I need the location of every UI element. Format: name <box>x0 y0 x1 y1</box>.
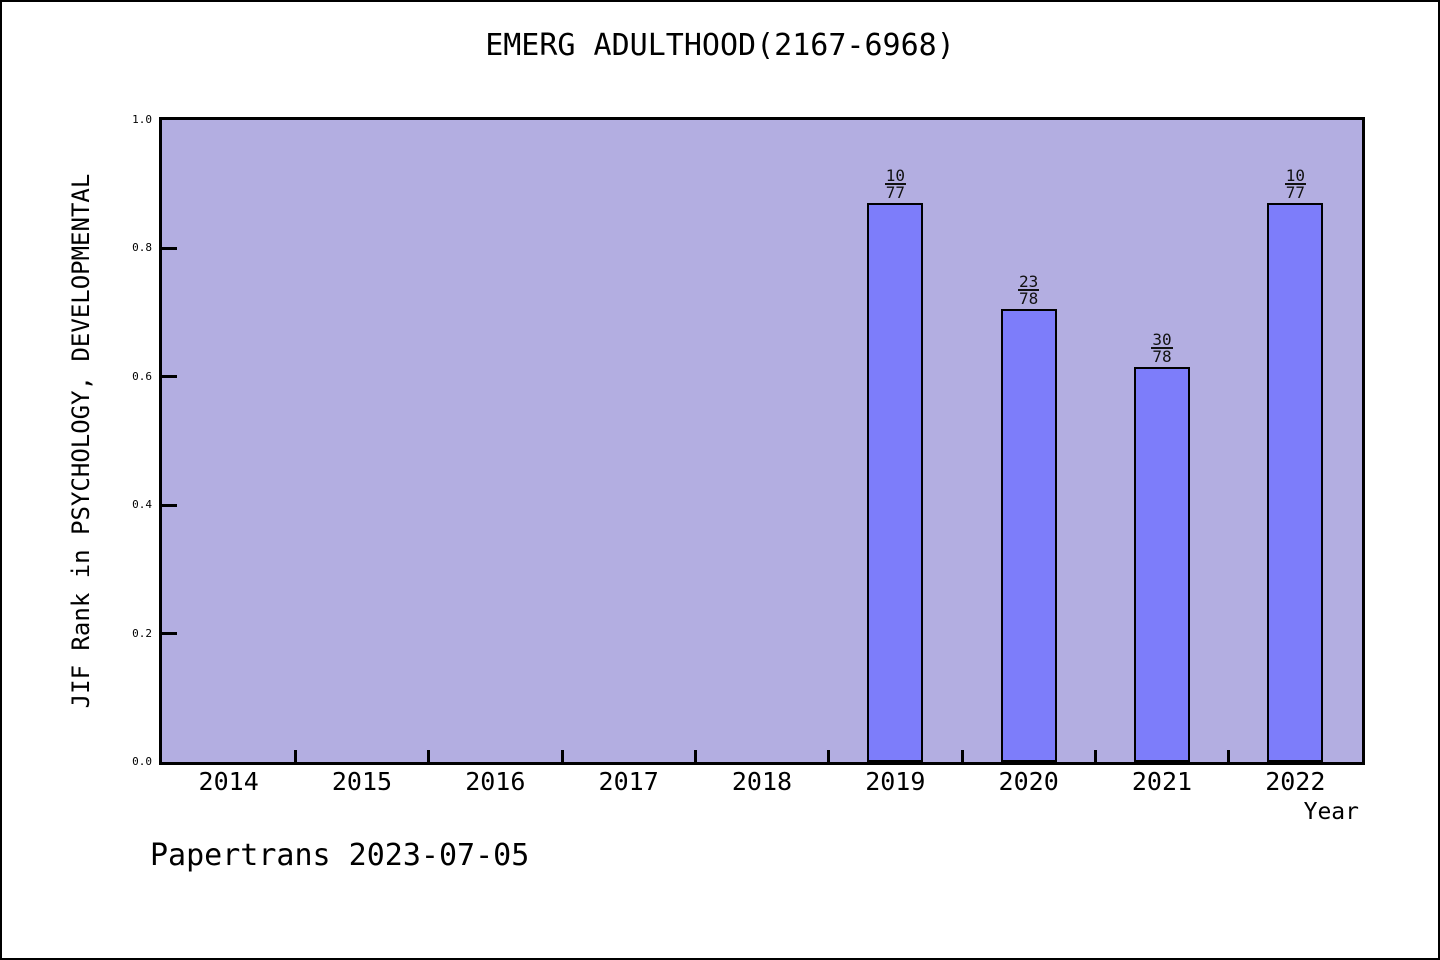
x-tick-label: 2014 <box>198 767 259 796</box>
footer-watermark: Papertrans 2023-07-05 <box>150 838 530 873</box>
bar-2020 <box>1000 309 1057 762</box>
bar-label-denominator: 77 <box>885 183 905 203</box>
x-tick-mark <box>693 750 697 762</box>
x-tick-mark <box>1227 750 1231 762</box>
y-tick-label: 0.8 <box>132 241 152 255</box>
bar-label-denominator: 78 <box>1152 346 1172 366</box>
bar-value-label-2021: 30 78 <box>1122 329 1202 366</box>
bar-label-denominator: 77 <box>1285 183 1305 203</box>
bar-value-label-2020: 23 78 <box>989 272 1069 309</box>
x-tick-label: 2016 <box>465 767 526 796</box>
x-tick-mark <box>560 750 564 762</box>
x-tick-label: 2021 <box>1131 767 1193 796</box>
chart-title: EMERG ADULTHOOD(2167-6968) <box>485 28 955 63</box>
x-tick-mark <box>827 750 831 762</box>
bar-2019 <box>867 203 924 762</box>
bar-2021 <box>1134 366 1190 762</box>
bar-value-label-2022: 10 77 <box>1255 166 1335 203</box>
bar-value-label-2019: 10 77 <box>855 166 935 203</box>
bar-label-numerator: 10 <box>1284 166 1306 186</box>
y-tick-label: 0.0 <box>132 755 152 768</box>
x-tick-label: 2017 <box>598 767 659 796</box>
y-tick-label: 0.6 <box>132 369 152 383</box>
x-tick-mark <box>427 750 431 762</box>
y-axis-label: JIF Rank in PSYCHOLOGY, DEVELOPMENTAL <box>67 173 95 709</box>
y-tick-mark <box>162 632 177 636</box>
bar-label-numerator: 30 <box>1151 329 1173 349</box>
x-tick-mark <box>293 750 297 762</box>
y-tick-mark <box>162 375 177 379</box>
x-tick-mark <box>1093 750 1097 762</box>
bar-label-numerator: 10 <box>884 166 906 186</box>
bar-label-denominator: 78 <box>1019 289 1039 309</box>
bar-2022 <box>1267 203 1324 762</box>
plot-area: 0.0 0.2 0.4 0.6 0.8 1.0 2014 2015 2016 2017 2018 20… <box>132 114 1365 796</box>
x-axis-label: Year <box>1303 799 1359 825</box>
y-tick-mark <box>162 503 177 507</box>
y-tick-label: 1.0 <box>132 113 152 126</box>
y-tick-label: 0.4 <box>132 498 152 512</box>
bar-label-numerator: 23 <box>1018 272 1040 292</box>
x-tick-label: 2022 <box>1265 767 1326 796</box>
x-tick-label: 2019 <box>865 767 926 796</box>
y-tick-label: 0.2 <box>132 626 152 640</box>
x-tick-label: 2018 <box>731 767 793 796</box>
x-tick-mark <box>960 750 964 762</box>
x-tick-label: 2015 <box>331 767 393 796</box>
x-tick-label: 2020 <box>998 767 1059 796</box>
y-tick-mark <box>162 246 177 250</box>
